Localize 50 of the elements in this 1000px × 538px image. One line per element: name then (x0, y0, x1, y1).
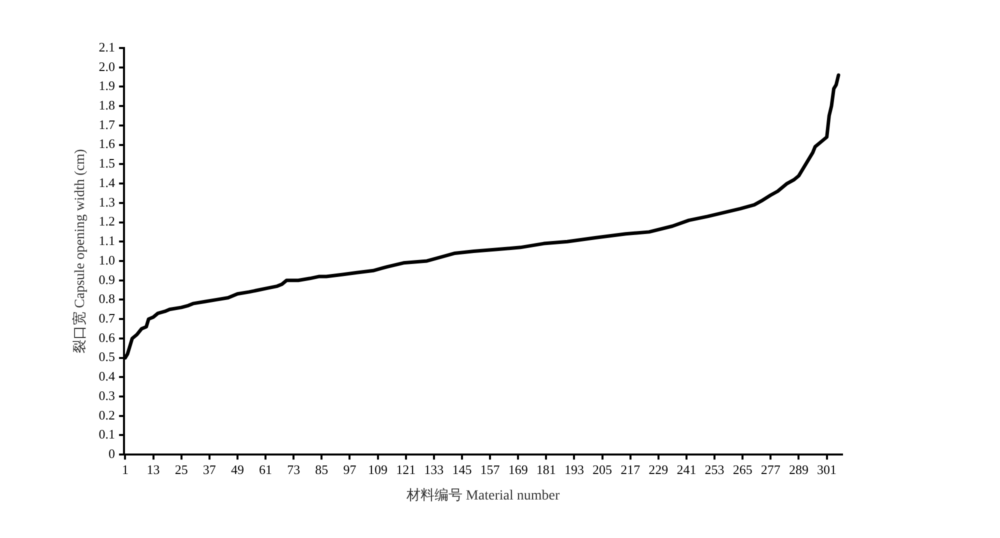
y-tick-label: 2.1 (98, 39, 116, 54)
y-tick-label: 1.4 (98, 174, 116, 190)
y-tick-label: 2.0 (98, 58, 116, 74)
y-tick-label: 0.7 (98, 310, 116, 326)
y-tick-label: 1.3 (98, 194, 116, 210)
y-tick-label: 1.2 (98, 214, 116, 229)
x-tick-label: 25 (174, 462, 188, 477)
x-tick-label: 301 (817, 462, 837, 477)
x-tick-label: 73 (287, 462, 300, 477)
y-tick-label: 1.8 (98, 98, 116, 113)
x-tick-label: 253 (704, 462, 724, 477)
x-tick-label: 241 (676, 462, 696, 477)
x-tick-label: 61 (259, 462, 272, 477)
x-tick-label: 145 (452, 462, 472, 477)
y-tick-label: 1.0 (98, 252, 116, 268)
x-tick-label: 193 (564, 462, 584, 477)
x-tick-label: 133 (424, 462, 444, 477)
y-tick-label: 0.8 (98, 291, 116, 306)
y-tick-label: 0.9 (98, 272, 116, 287)
x-tick-label: 289 (788, 462, 808, 477)
x-tick-label: 277 (760, 462, 781, 477)
x-tick-label: 121 (396, 462, 416, 477)
y-tick-label: 0.4 (98, 368, 116, 384)
x-tick-label: 13 (146, 462, 160, 477)
x-tick-label: 109 (368, 462, 388, 477)
y-tick-label: 0.3 (98, 388, 116, 403)
x-axis-title: 材料编号 Material number (405, 487, 560, 504)
y-tick-label: 0.5 (98, 349, 116, 364)
y-tick-label: 1.1 (98, 233, 116, 248)
x-tick-label: 37 (202, 462, 216, 477)
y-tick-label: 1.9 (98, 78, 116, 94)
x-tick-label: 265 (732, 462, 752, 477)
x-tick-label: 181 (536, 462, 556, 477)
x-tick-label: 85 (315, 462, 328, 477)
x-tick-label: 229 (648, 462, 668, 477)
x-tick-label: 205 (592, 462, 612, 477)
y-tick-label: 1.7 (98, 116, 116, 132)
y-axis-title: 裂口宽 Capsule opening width (cm) (72, 148, 88, 354)
x-tick-label: 1 (122, 462, 128, 477)
x-tick-label: 217 (620, 462, 641, 477)
x-tick-label: 97 (343, 462, 357, 477)
x-tick-label: 157 (480, 462, 500, 477)
x-tick-label: 169 (508, 462, 528, 477)
y-tick-label: 1.6 (98, 136, 116, 152)
y-tick-label: 0.6 (98, 330, 116, 345)
x-tick-label: 49 (230, 462, 244, 477)
y-tick-label: 0.1 (98, 426, 116, 442)
y-tick-label: 0 (108, 446, 116, 462)
y-tick-label: 0.2 (98, 407, 116, 422)
y-tick-label: 1.5 (98, 156, 116, 171)
